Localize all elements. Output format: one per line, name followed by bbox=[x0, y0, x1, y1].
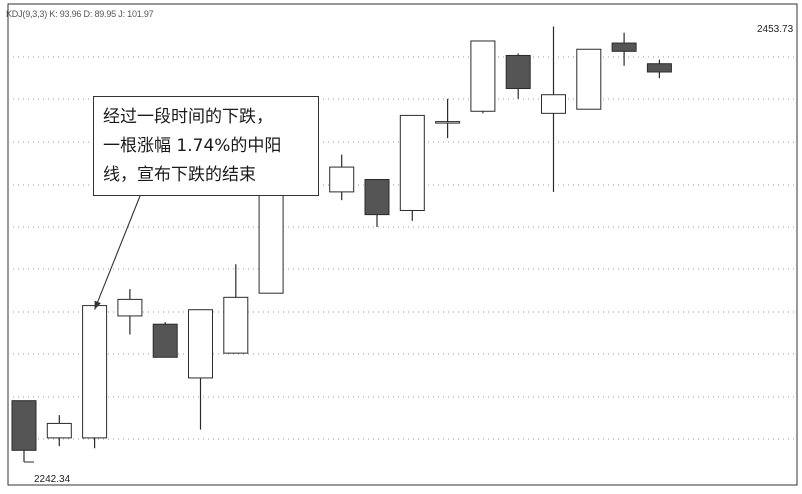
candle-body-down bbox=[152, 323, 178, 358]
callout-line-1: 经过一段时间的下跌， bbox=[103, 107, 273, 127]
grid-lines bbox=[7, 3, 798, 486]
candle-body-down bbox=[611, 42, 637, 52]
candle bbox=[435, 98, 461, 139]
plot-frame bbox=[7, 3, 798, 486]
kdj-indicator-readout: KDJ(9,3,3) K: 93.96 D: 89.95 J: 101.97 bbox=[6, 9, 154, 19]
candle bbox=[188, 309, 213, 430]
candle bbox=[611, 32, 637, 66]
candle-body-up bbox=[470, 40, 496, 112]
candle-body-up bbox=[541, 94, 566, 114]
annotation-arrow bbox=[24, 195, 141, 463]
candle-body-up bbox=[46, 422, 72, 439]
candle bbox=[11, 400, 37, 462]
candle bbox=[399, 114, 425, 221]
candle-body-down bbox=[364, 178, 390, 216]
candle bbox=[505, 53, 531, 99]
candle bbox=[223, 264, 249, 354]
candle-body-up bbox=[399, 114, 425, 211]
candle bbox=[470, 40, 496, 114]
annotation-callout: 经过一段时间的下跌， 一根涨幅 1.74%的中阳 线，宣布下跌的结束 bbox=[93, 96, 319, 196]
candle-body-down bbox=[505, 54, 531, 90]
candle bbox=[117, 289, 143, 335]
candle bbox=[152, 322, 178, 358]
arrow-shaft bbox=[94, 195, 141, 310]
candle-body-up bbox=[329, 166, 355, 193]
low-price-label: 2242.34 bbox=[34, 474, 71, 485]
arrow-head bbox=[94, 300, 101, 310]
candle bbox=[541, 26, 566, 192]
candle bbox=[329, 154, 355, 201]
candle-body-up bbox=[82, 305, 108, 439]
candle bbox=[646, 59, 672, 79]
callout-line-3: 线，宣布下跌的结束 bbox=[103, 165, 256, 185]
candle-body-up bbox=[223, 296, 249, 354]
candle-body-up bbox=[117, 298, 143, 317]
candle-body-down bbox=[11, 400, 37, 451]
candle bbox=[82, 305, 108, 449]
candle-body-down bbox=[646, 63, 672, 73]
high-price-label: 2453.73 bbox=[757, 24, 794, 35]
candles bbox=[11, 26, 672, 462]
candle-body-up bbox=[576, 48, 602, 110]
candle-body-up bbox=[258, 193, 284, 294]
candle-body-up bbox=[188, 309, 213, 379]
candle bbox=[258, 193, 284, 294]
callout-line-2: 一根涨幅 1.74%的中阳 bbox=[103, 136, 282, 156]
candle bbox=[576, 48, 602, 110]
candle bbox=[46, 415, 72, 447]
candle bbox=[364, 178, 390, 228]
candle-body-up bbox=[435, 121, 461, 124]
